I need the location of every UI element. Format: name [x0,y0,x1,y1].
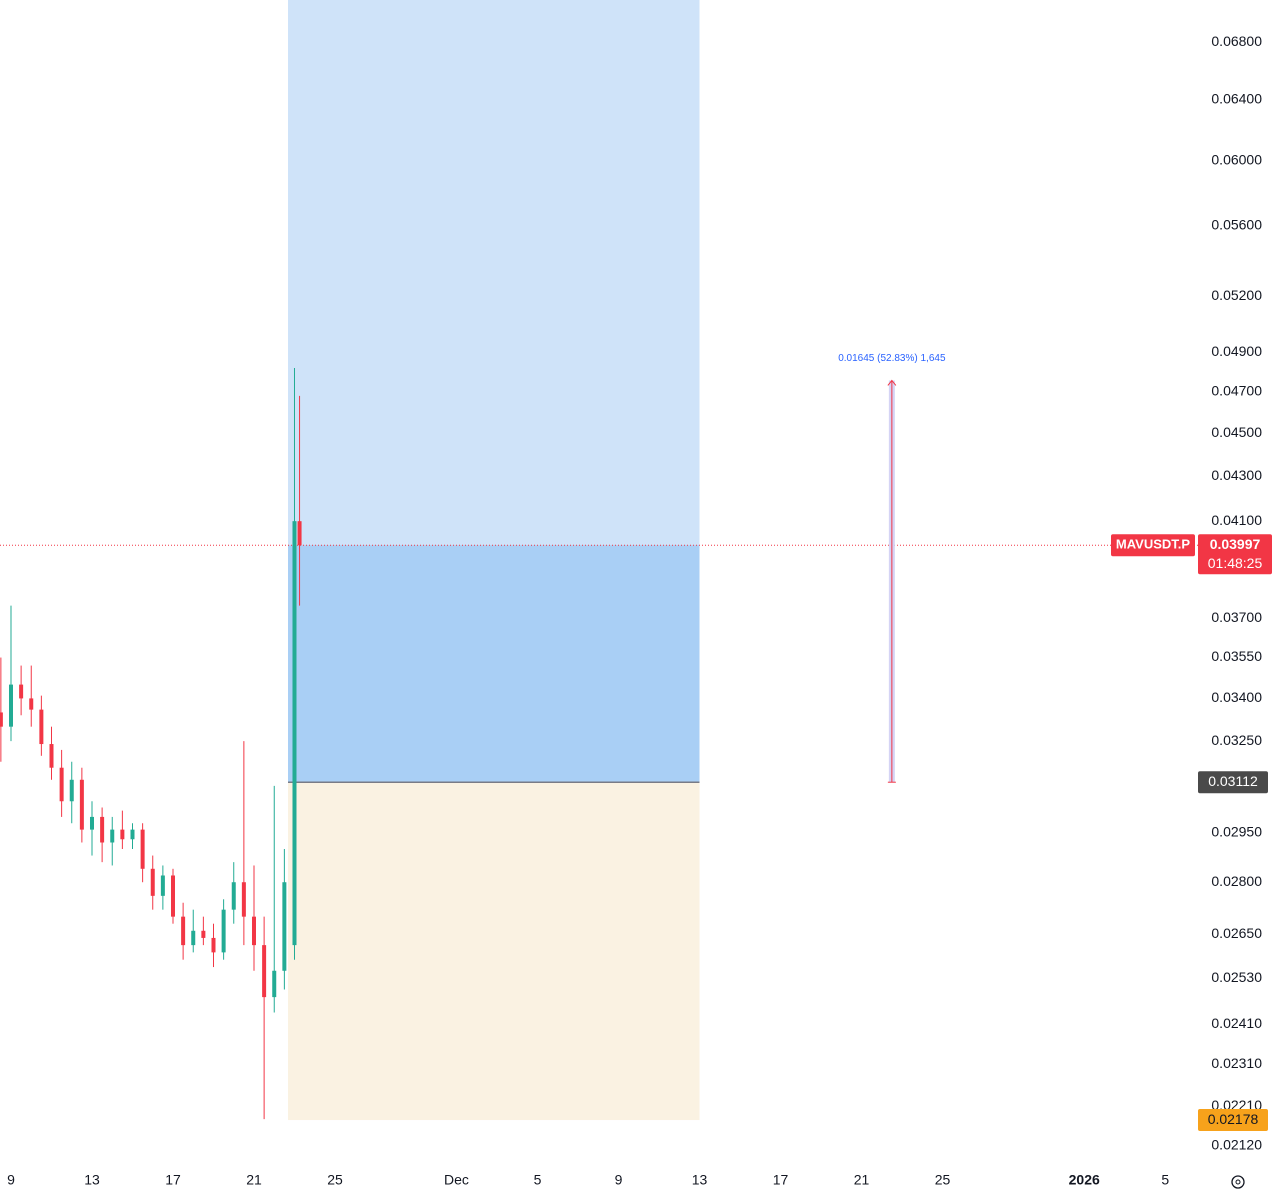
x-tick-label: 9 [615,1172,623,1188]
x-tick-label: 17 [773,1172,789,1188]
settings-icon [1231,1175,1245,1189]
y-tick-label: 0.02120 [1211,1136,1262,1152]
candle-body [130,829,135,840]
entry-badge [1198,771,1268,794]
candle-body [251,916,256,946]
stop-label: 0.02178 [1208,1111,1259,1127]
candle-body [89,816,94,830]
candle-body [100,816,105,843]
settings-icon-dot [1235,1179,1241,1185]
y-tick-label: 0.02310 [1211,1055,1262,1071]
candle-body [110,829,115,843]
x-tick-label: 25 [327,1172,343,1188]
x-tick-label: 17 [165,1172,181,1188]
candle-body [282,882,287,971]
candle-body [39,709,44,745]
y-tick-label: 0.05600 [1211,217,1262,233]
x-tick-label: 13 [84,1172,100,1188]
measure-label: 0.01645 (52.83%) 1,645 [838,353,946,364]
open-profit-zone [288,545,700,783]
candle-body [29,698,34,710]
stop-zone [288,782,700,1121]
candle-body [59,767,64,802]
y-tick-label: 0.03400 [1211,689,1262,705]
candle-body [262,945,267,998]
candle-body [297,521,302,546]
y-tick-label: 0.02950 [1211,824,1262,840]
candle-body [211,937,216,953]
y-tick-label: 0.03550 [1211,648,1262,664]
y-tick-label: 0.04700 [1211,383,1262,399]
x-tick-label: 9 [7,1172,15,1188]
y-tick-label: 0.05200 [1211,287,1262,303]
measure-arrowhead [887,379,897,386]
symbol-badge [1111,534,1195,557]
y-tick-label: 0.02800 [1211,873,1262,889]
x-tick-label: 21 [854,1172,870,1188]
y-tick-label: 0.02530 [1211,969,1262,985]
x-tick-label: Dec [444,1172,469,1188]
x-tick-label: 2026 [1069,1172,1100,1188]
y-tick-label: 0.03250 [1211,732,1262,748]
candle-body [0,712,3,727]
candle-body [120,829,125,840]
x-tick-label: 25 [935,1172,951,1188]
candle-body [140,829,145,869]
y-tick-label: 0.04300 [1211,467,1262,483]
candle-body [8,684,13,727]
y-tick-label: 0.06800 [1211,33,1262,49]
countdown-label: 01:48:25 [1208,555,1263,571]
x-tick-label: 13 [692,1172,708,1188]
candle-body [69,779,74,802]
symbol-label: MAVUSDT.P [1116,537,1190,552]
candle-body [49,744,54,768]
candle-body [221,909,226,953]
candle-body [160,875,165,896]
stop-badge [1198,1109,1268,1132]
candle-body [170,875,175,917]
y-tick-label: 0.04500 [1211,424,1262,440]
entry-label: 0.03112 [1208,773,1258,789]
y-tick-label: 0.02650 [1211,925,1262,941]
candle-body [181,916,186,946]
y-tick-label: 0.02210 [1211,1097,1262,1113]
candle-body [292,521,297,946]
last-price-label: 0.03997 [1210,536,1261,552]
x-tick-label: 21 [246,1172,262,1188]
x-tick-label: 5 [1161,1172,1169,1188]
y-tick-label: 0.04100 [1211,512,1262,528]
candle-body [19,684,24,699]
y-tick-label: 0.06000 [1211,151,1262,167]
y-tick-label: 0.04900 [1211,343,1262,359]
last-price-badge [1198,534,1272,575]
candle-body [79,779,84,830]
y-tick-label: 0.06400 [1211,90,1262,106]
candle-body [191,930,196,946]
candle-body [272,970,277,998]
y-tick-label: 0.03700 [1211,609,1262,625]
x-tick-label: 5 [534,1172,542,1188]
y-tick-label: 0.02410 [1211,1015,1262,1031]
candle-body [150,868,155,896]
candle-body [241,882,246,917]
candle-body [201,930,206,938]
candle-body [231,882,236,910]
